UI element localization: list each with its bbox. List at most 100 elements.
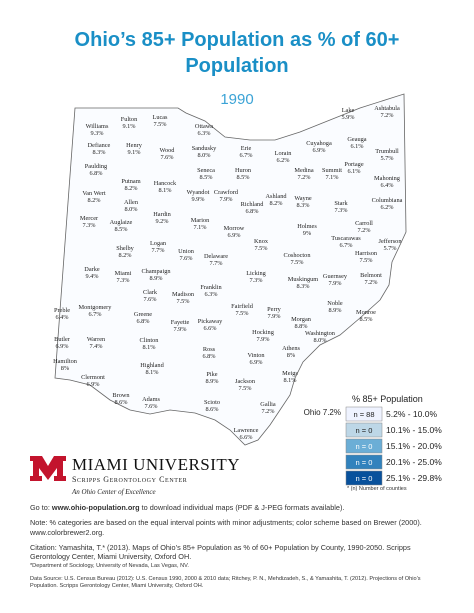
county-name: Jefferson (379, 238, 403, 245)
county-name: Ross (203, 346, 216, 353)
county-value: 8.9% (149, 275, 163, 282)
county-value: 7.5% (176, 298, 190, 305)
county-name: Clinton (140, 337, 160, 344)
legend-range: 5.2% - 10.0% (386, 409, 437, 419)
legend-count: n = 88 (353, 410, 374, 419)
county-name: Paulding (85, 163, 108, 170)
affiliation: *Department of Sociology, University of … (30, 563, 189, 570)
county-name: Fairfield (231, 303, 254, 310)
county-value: 7.2% (357, 227, 371, 234)
county-name: Highland (140, 362, 164, 369)
county-value: 5.7% (383, 245, 397, 252)
county-value: 7.7% (209, 260, 223, 267)
county-value: 6.3% (204, 291, 218, 298)
county-value: 6.4% (55, 314, 69, 321)
county-value: 7.3% (82, 222, 96, 229)
county-name: Miami (115, 270, 132, 277)
text: Go to: (30, 503, 52, 512)
county-value: 8.2% (269, 200, 283, 207)
county-value: 6.1% (350, 143, 364, 150)
county-value: 8.2% (124, 185, 138, 192)
source: Data Source: U.S. Census Bureau (2012): … (30, 575, 421, 590)
county-name: Van Wert (82, 190, 106, 197)
county-name: Franklin (200, 284, 222, 291)
county-name: Wayne (294, 195, 312, 202)
ohio-outline (54, 93, 407, 446)
county-name: Lawrence (234, 427, 259, 434)
county-name: Putnam (121, 178, 140, 185)
county-value: 8.2% (87, 197, 101, 204)
county-value: 7.5% (254, 245, 268, 252)
county-name: Monroe (356, 309, 376, 316)
county-name: Marion (191, 217, 210, 224)
county-name: Hancock (154, 180, 177, 187)
county-name: Ashtabula (374, 105, 400, 112)
county-value: 6.9% (312, 147, 326, 154)
county-name: Williams (86, 123, 109, 130)
county-value: 8.3% (296, 283, 310, 290)
county-name: Mahoning (374, 175, 401, 182)
county-name: Pickaway (198, 318, 223, 325)
county-value: 8% (61, 365, 70, 372)
county-name: Morrow (224, 225, 245, 232)
county-value: 6.7% (239, 152, 253, 159)
county-value: 7.3% (334, 207, 348, 214)
county-name: Scioto (204, 399, 220, 406)
county-value: 9.1% (127, 149, 141, 156)
county-name: Jackson (235, 378, 256, 385)
county-value: 8.0% (124, 206, 138, 213)
legend: % 85+ Population Ohio 7.2% * (n) Number … (304, 394, 443, 492)
county-value: 7.5% (359, 257, 373, 264)
link[interactable]: www.ohio-population.org (51, 503, 140, 512)
county-value: 8.3% (296, 202, 310, 209)
county-name: Sandusky (192, 145, 217, 152)
county-name: Knox (254, 238, 269, 245)
county-value: 8.1% (145, 369, 159, 376)
county-value: 7.5% (235, 310, 249, 317)
county-value: 8.1% (158, 187, 172, 194)
county-name: Warren (87, 336, 106, 343)
county-value: 7.7% (151, 247, 165, 254)
county-value: 8.6% (205, 406, 219, 413)
county-name: Allen (124, 199, 139, 206)
county-value: 7.1% (193, 224, 207, 231)
county-name: Preble (54, 307, 70, 314)
county-value: 8.1% (142, 344, 156, 351)
logo: Miami University Scripps Gerontology Cen… (30, 455, 240, 496)
county-name: Vinton (247, 352, 265, 359)
county-name: Harrison (355, 250, 378, 257)
county-value: 6.2% (380, 204, 394, 211)
logo-center: Scripps Gerontology Center (72, 475, 187, 484)
county-value: 8.1% (283, 377, 297, 384)
county-name: Madison (172, 291, 195, 298)
county-name: Lucas (152, 114, 168, 121)
county-name: Holmes (297, 223, 317, 230)
county-value: 6.7% (88, 311, 102, 318)
legend-swatch (345, 470, 383, 486)
county-name: Greene (134, 311, 152, 318)
county-value: 6.6% (239, 434, 253, 441)
title-line: Ohio’s 85+ Population as % of 60+ (75, 29, 400, 51)
county-name: Huron (235, 167, 252, 174)
county-name: Darke (84, 266, 100, 273)
county-name: Union (178, 248, 195, 255)
legend-range: 25.1% - 29.8% (386, 473, 442, 483)
county-name: Tuscarawas (331, 235, 361, 242)
county-value: 6.2% (276, 157, 290, 164)
county-name: Noble (327, 300, 343, 307)
county-value: 6.3% (197, 130, 211, 137)
county-value: 7.9% (173, 326, 187, 333)
county-value: 5.9% (341, 114, 355, 121)
legend-note: * (n) Number of counties (347, 486, 407, 492)
county-name: Defiance (88, 142, 111, 149)
county-name: Erie (241, 145, 252, 152)
legend-swatch (345, 454, 383, 470)
county-value: 9.4% (85, 273, 99, 280)
county-value: 6.8% (136, 318, 150, 325)
county-value: 6.9% (86, 381, 100, 388)
citation: Citation: Yamashita, T.* (2013). Maps of… (30, 542, 411, 562)
county-value: 6.4% (380, 182, 394, 189)
county-name: Crawford (214, 189, 239, 196)
logo-tagline: An Ohio Center of Excellence (71, 488, 156, 496)
